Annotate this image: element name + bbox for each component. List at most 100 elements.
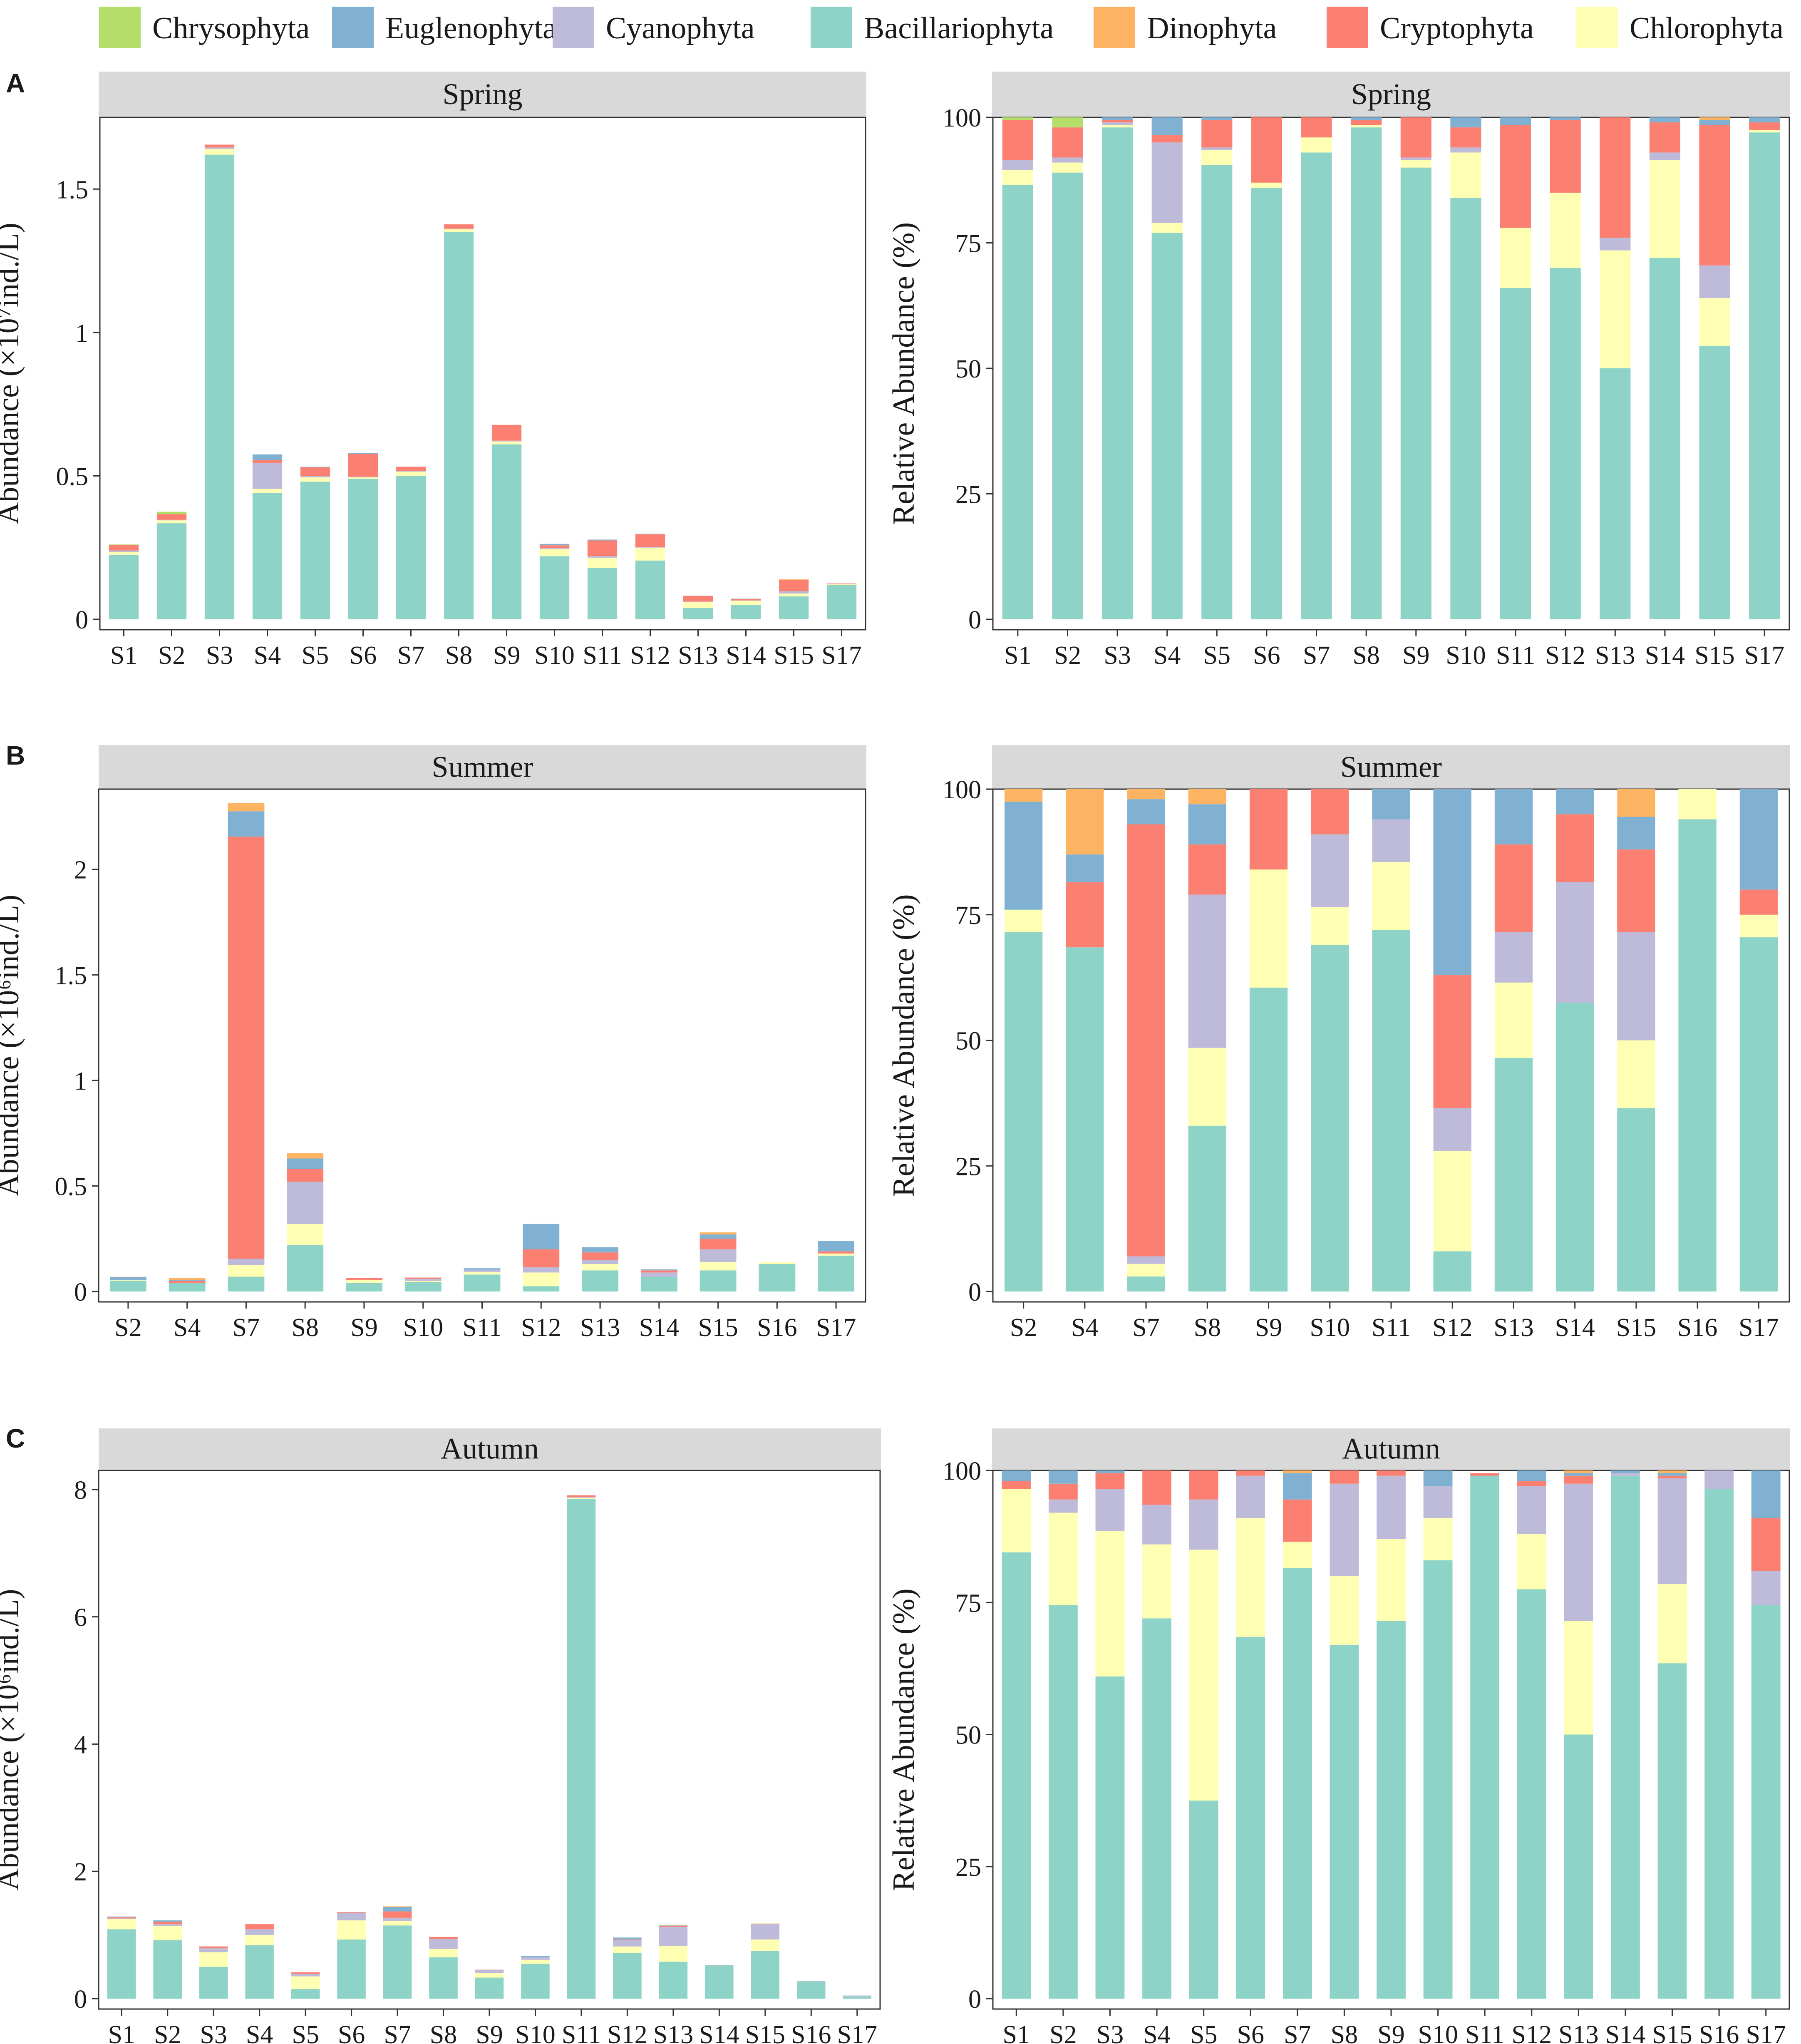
chart-5-bar-s8-bacillariophyta xyxy=(1330,1644,1359,1999)
chart-5-bar-s17-cryptophyta xyxy=(1751,1518,1781,1571)
chart-3-bar-s8-cyanophyta xyxy=(1188,894,1226,1048)
chart-3-bar-s2-euglenophyta xyxy=(1004,802,1043,910)
chart-1-bar-s5-chlorophyta xyxy=(1201,150,1233,165)
legend-swatch-euglenophyta xyxy=(332,7,374,48)
chart-1-xtick-label-s8: S8 xyxy=(1352,641,1379,670)
chart-1-bar-s3-cyanophyta xyxy=(1101,122,1133,125)
chart-2-bar-s8-cyanophyta xyxy=(287,1182,324,1224)
chart-4-bar-s3-bacillariophyta xyxy=(199,1967,228,1999)
chart-1-bar-s12-bacillariophyta xyxy=(1550,268,1581,619)
chart-3-bar-s8-dinophyta xyxy=(1188,789,1226,805)
chart-1-bar-s14-cryptophyta xyxy=(1649,122,1681,153)
chart-2-bar-s17-chlorophyta xyxy=(818,1253,855,1256)
chart-5-xtick-label-s14: S14 xyxy=(1605,2021,1645,2044)
chart-0-bar-s13-cryptophyta xyxy=(683,596,713,602)
chart-1-bar-s15-euglenophyta xyxy=(1699,120,1730,125)
chart-5-xtick-label-s17: S17 xyxy=(1746,2021,1786,2044)
chart-0-title-strip xyxy=(99,72,866,117)
chart-3-xtick-label-s15: S15 xyxy=(1616,1314,1656,1342)
chart-1-bar-s3-chlorophyta xyxy=(1101,125,1133,128)
chart-4-bar-s14-cyanophyta xyxy=(705,1965,734,1966)
chart-5-bar-s10-cyanophyta xyxy=(1423,1486,1453,1518)
chart-2-bar-s16-chlorophyta xyxy=(759,1262,796,1264)
chart-4-bar-s17-bacillariophyta xyxy=(843,1996,872,1999)
chart-0-xtick-label-s7: S7 xyxy=(397,641,424,670)
chart-1-bar-s9-cryptophyta xyxy=(1400,117,1431,158)
chart-1-xtick-label-s10: S10 xyxy=(1446,641,1486,670)
chart-4-xtick-label-s8: S8 xyxy=(430,2021,457,2044)
chart-1-ytick-label: 100 xyxy=(943,104,981,132)
chart-3-bar-s2-chlorophyta xyxy=(1004,909,1043,932)
chart-1-ytick-label: 75 xyxy=(955,230,981,258)
chart-5-bar-s7-bacillariophyta xyxy=(1283,1568,1312,1999)
chart-4-bar-s3-chlorophyta xyxy=(199,1952,228,1967)
chart-5-bar-s7-euglenophyta xyxy=(1283,1473,1312,1500)
chart-3-bar-s12-bacillariophyta xyxy=(1433,1251,1471,1291)
chart-4-bar-s2-bacillariophyta xyxy=(153,1940,182,1999)
chart-5-bar-s3-chlorophyta xyxy=(1095,1531,1125,1676)
chart-1-bar-s10-bacillariophyta xyxy=(1450,197,1481,620)
chart-3-bar-s4-cryptophyta xyxy=(1066,882,1104,948)
chart-3-bar-s9-chlorophyta xyxy=(1249,869,1288,988)
chart-1-bar-s9-chlorophyta xyxy=(1400,160,1431,168)
chart-4-title-strip xyxy=(99,1428,881,1470)
chart-3-ytick-label: 75 xyxy=(955,902,981,930)
chart-5-bar-s12-bacillariophyta xyxy=(1517,1589,1546,1999)
chart-2-ytick-label: 1 xyxy=(74,1067,87,1095)
chart-4-xtick-label-s1: S1 xyxy=(108,2021,135,2044)
chart-1-bar-s15-chlorophyta xyxy=(1699,298,1730,346)
chart-2-bar-s7-chlorophyta xyxy=(228,1265,265,1277)
chart-3-bar-s15-euglenophyta xyxy=(1617,817,1655,849)
chart-1-bar-s2-chlorophyta xyxy=(1052,162,1083,173)
chart-2-bar-s11-euglenophyta xyxy=(464,1268,501,1270)
chart-2-bar-s13-chlorophyta xyxy=(582,1264,618,1271)
chart-4-bar-s1-cryptophyta xyxy=(107,1917,136,1919)
chart-4-bar-s6-bacillariophyta xyxy=(337,1939,366,1999)
chart-2-xtick-label-s16: S16 xyxy=(757,1314,797,1342)
chart-0-bar-s6-bacillariophyta xyxy=(348,479,378,619)
chart-0-bar-s3-chlorophyta xyxy=(204,149,235,155)
chart-3-bar-s2-bacillariophyta xyxy=(1004,932,1043,1291)
chart-3-bar-s13-chlorophyta xyxy=(1494,982,1533,1058)
chart-4-bar-s9-bacillariophyta xyxy=(475,1977,504,1999)
legend-label-euglenophyta: Euglenophyta xyxy=(385,11,556,45)
chart-4-ylabel: Abundance (×10⁶ind./L) xyxy=(0,1589,25,1890)
chart-4-bar-s7-dinophyta xyxy=(383,1906,412,1907)
chart-4-xtick-label-s3: S3 xyxy=(200,2021,227,2044)
chart-4-bar-s11-chlorophyta xyxy=(567,1498,596,1499)
chart-1-bar-s11-euglenophyta xyxy=(1500,117,1531,125)
chart-5-xtick-label-s16: S16 xyxy=(1699,2021,1739,2044)
chart-3-xtick-label-s10: S10 xyxy=(1310,1314,1350,1342)
chart-5-bar-s4-cryptophyta xyxy=(1142,1470,1171,1505)
chart-4-bar-s13-cyanophyta xyxy=(659,1927,688,1946)
chart-1-bar-s5-euglenophyta xyxy=(1201,117,1233,120)
chart-0-bar-s14-bacillariophyta xyxy=(731,605,761,619)
chart-2-bar-s10-cyanophyta xyxy=(404,1279,442,1281)
chart-1-plot-frame xyxy=(992,117,1790,631)
chart-0-bar-s4-bacillariophyta xyxy=(252,493,283,619)
chart-2-xtick-label-s14: S14 xyxy=(639,1314,679,1342)
chart-5-bar-s3-euglenophyta xyxy=(1095,1470,1125,1473)
chart-2-bar-s9-bacillariophyta xyxy=(346,1283,382,1291)
chart-5-xtick-label-s13: S13 xyxy=(1558,2021,1598,2044)
chart-1-bar-s9-bacillariophyta xyxy=(1400,167,1431,620)
chart-2-xtick-label-s8: S8 xyxy=(291,1314,318,1342)
chart-5-bar-s4-cyanophyta xyxy=(1142,1505,1171,1545)
chart-0-bar-s8-cryptophyta xyxy=(444,224,474,229)
chart-2-xtick-label-s11: S11 xyxy=(462,1314,501,1342)
chart-0-bar-s13-bacillariophyta xyxy=(683,608,713,619)
chart-0-bar-s11-cyanophyta xyxy=(587,556,618,558)
chart-2-bar-s15-chlorophyta xyxy=(700,1262,737,1271)
chart-3-bar-s2-dinophyta xyxy=(1004,789,1043,802)
chart-0-bar-s11-chlorophyta xyxy=(587,557,618,568)
chart-3-xtick-label-s4: S4 xyxy=(1071,1314,1098,1342)
chart-0-bar-s17-bacillariophyta xyxy=(826,585,857,619)
chart-4-ytick-label: 0 xyxy=(74,1985,87,2014)
chart-4-bar-s8-bacillariophyta xyxy=(429,1957,458,1999)
chart-5-bar-s13-cyanophyta xyxy=(1564,1483,1593,1621)
chart-3-bar-s10-bacillariophyta xyxy=(1311,945,1349,1291)
chart-3-bar-s14-euglenophyta xyxy=(1556,789,1594,815)
chart-4-bar-s5-cryptophyta xyxy=(291,1972,320,1974)
chart-1-bar-s13-chlorophyta xyxy=(1600,250,1631,368)
chart-1-bar-s14-chlorophyta xyxy=(1649,160,1681,258)
